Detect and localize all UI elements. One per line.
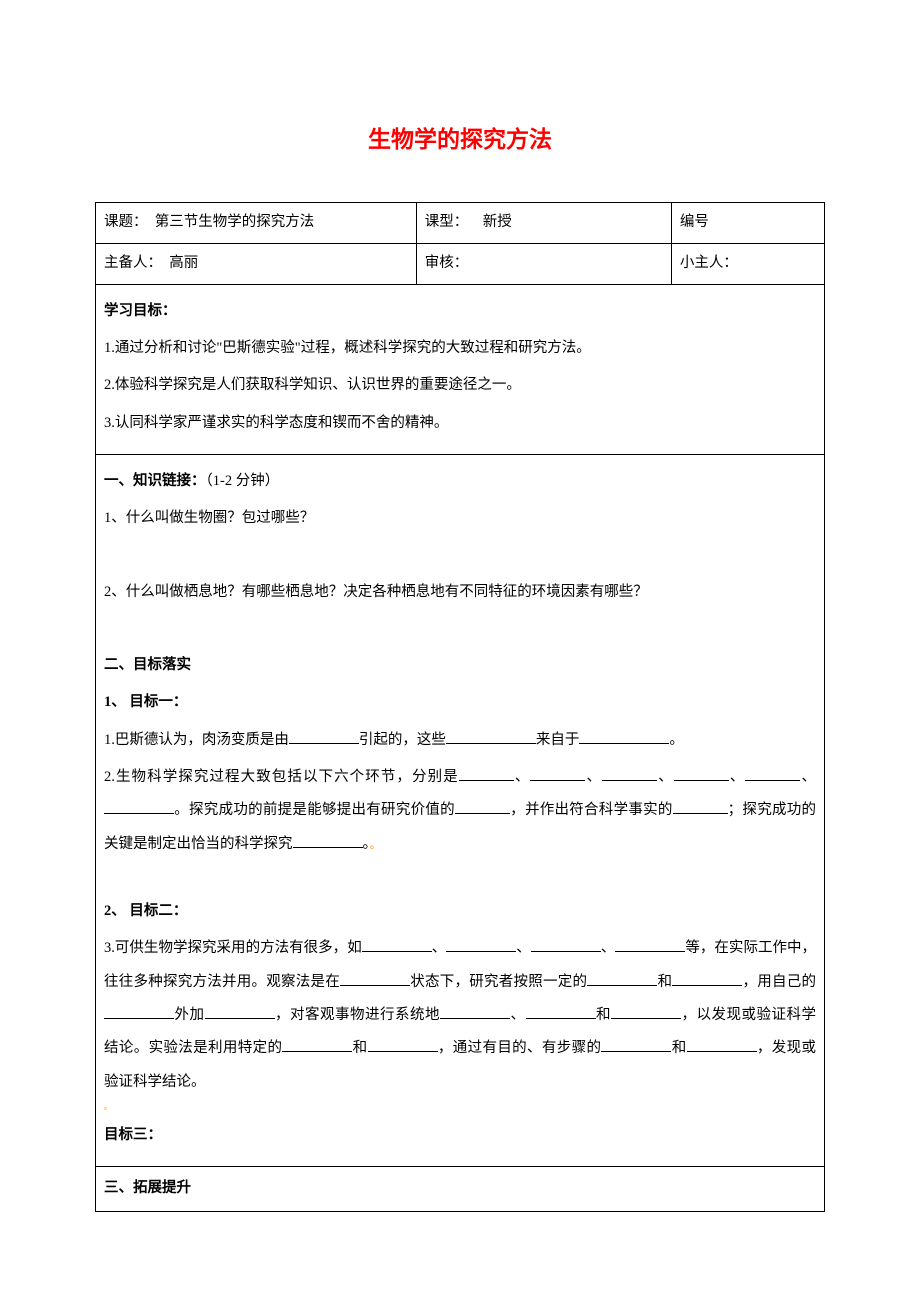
type-cell: 课型： 新授: [416, 203, 671, 244]
preparer-value: 高丽: [169, 255, 198, 271]
reviewer-label: 审核：: [425, 255, 469, 271]
page-title: 生物学的探究方法: [95, 120, 825, 154]
section1-q1: 1、什么叫做生物圈？包过哪些？: [104, 502, 816, 535]
knowledge-link-cell: 一、知识链接：（1-2 分钟） 1、什么叫做生物圈？包过哪些？ 2、什么叫做栖息…: [96, 454, 825, 1167]
section3-heading: 三、拓展提升: [104, 1180, 191, 1196]
sub1-line2: 2.生物科学探究过程大致包括以下六个环节，分别是、、、、、。探究成功的前提是能够…: [104, 761, 816, 861]
header-row-1: 课题： 第三节生物学的探究方法 课型： 新授 编号: [96, 203, 825, 244]
orange-period-icon: 。: [370, 839, 381, 851]
preparer-label: 主备人：: [104, 255, 162, 271]
extension-cell: 三、拓展提升: [96, 1167, 825, 1212]
section1-heading: 一、知识链接：: [104, 473, 206, 489]
objective-1: 1.通过分析和讨论"巴斯德实验"过程，概述科学探究的大致过程和研究方法。: [104, 332, 816, 365]
knowledge-link-row: 一、知识链接：（1-2 分钟） 1、什么叫做生物圈？包过哪些？ 2、什么叫做栖息…: [96, 454, 825, 1167]
section2-heading: 二、目标落实: [104, 649, 816, 682]
topic-value: 第三节生物学的探究方法: [155, 214, 315, 230]
sub1-heading: 1、 目标一：: [104, 686, 816, 719]
objectives-heading: 学习目标：: [104, 295, 816, 328]
header-row-2: 主备人： 高丽 审核： 小主人：: [96, 243, 825, 284]
sub2-content: 3.可供生物学探究采用的方法有很多，如、、、等，在实际工作中，往往多种探究方法并…: [104, 932, 816, 1099]
sub3-heading: 目标三：: [104, 1119, 816, 1152]
reviewer-cell: 审核：: [416, 243, 671, 284]
objective-2: 2.体验科学探究是人们获取科学知识、认识世界的重要途径之一。: [104, 369, 816, 402]
section1-heading-line: 一、知识链接：（1-2 分钟）: [104, 465, 816, 498]
sub2-heading: 2、 目标二：: [104, 895, 816, 928]
topic-cell: 课题： 第三节生物学的探究方法: [96, 203, 417, 244]
owner-label: 小主人：: [680, 255, 738, 271]
type-label: 课型：: [425, 214, 469, 230]
number-label: 编号: [680, 214, 709, 230]
preparer-cell: 主备人： 高丽: [96, 243, 417, 284]
extension-row: 三、拓展提升: [96, 1167, 825, 1212]
objective-3: 3.认同科学家严谨求实的科学态度和锲而不舍的精神。: [104, 407, 816, 440]
objectives-row: 学习目标： 1.通过分析和讨论"巴斯德实验"过程，概述科学探究的大致过程和研究方…: [96, 284, 825, 454]
section1-time: （1-2 分钟）: [206, 473, 280, 489]
objectives-cell: 学习目标： 1.通过分析和讨论"巴斯德实验"过程，概述科学探究的大致过程和研究方…: [96, 284, 825, 454]
lesson-table: 课题： 第三节生物学的探究方法 课型： 新授 编号 主备人： 高丽 审核： 小主…: [95, 202, 825, 1212]
owner-cell: 小主人：: [671, 243, 824, 284]
topic-label: 课题：: [104, 214, 148, 230]
sub1-line1: 1.巴斯德认为，肉汤变质是由引起的，这些来自于。: [104, 724, 816, 757]
orange-marker-icon: 。: [104, 1103, 816, 1111]
section1-q2: 2、什么叫做栖息地？有哪些栖息地？决定各种栖息地有不同特征的环境因素有哪些？: [104, 576, 816, 609]
type-value: 新授: [483, 214, 512, 230]
number-cell: 编号: [671, 203, 824, 244]
